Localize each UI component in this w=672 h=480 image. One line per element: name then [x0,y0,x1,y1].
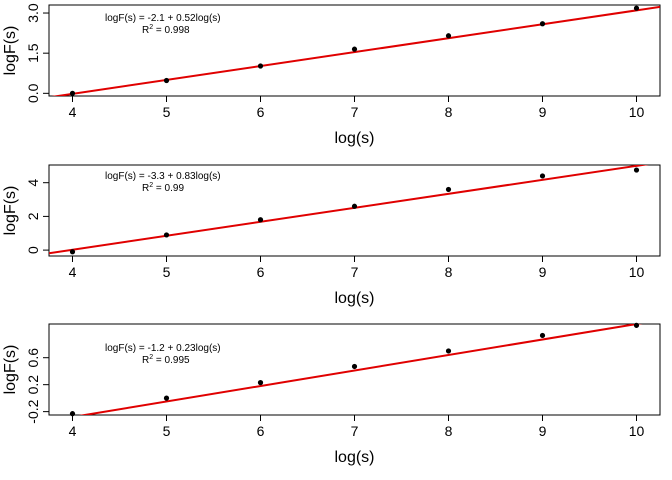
data-point [257,380,264,386]
x-tick-label: 7 [351,264,359,280]
x-tick-label: 7 [351,104,359,120]
chart-panel-1: 4 5 6 7 8 9 10 0.0 1.5 3.0 log(s) logF(s) logF(s) = … [2,3,661,147]
data-point [69,411,76,417]
data-point [163,232,170,238]
chart-panel-3: 4 5 6 7 8 9 10 -0.2 0.2 0.6 log(s) logF(s) logF(s) =… [2,322,661,466]
x-tick-label: 7 [351,423,359,439]
data-point [351,203,358,209]
x-tick-label: 8 [445,423,453,439]
r-squared-superscript: 2 [149,24,153,31]
data-point [633,167,640,173]
x-tick-label: 4 [69,423,77,439]
x-tick-label: 6 [257,264,265,280]
fit-equation: logF(s) = -1.2 + 0.23log(s) [105,343,221,354]
y-tick-label: 2 [25,212,41,220]
x-tick-label: 8 [445,264,453,280]
x-tick-label: 10 [629,264,645,280]
data-point [257,63,264,69]
r-squared-symbol: R [142,183,149,194]
x-tick-label: 5 [163,264,171,280]
y-axis-title: logF(s) [2,26,19,76]
x-axis-title: log(s) [334,449,374,466]
data-point [539,173,546,179]
data-point [351,46,358,52]
chart-panel-2: 4 5 6 7 8 9 10 0 2 4 log(s) logF(s) logF(s) = -3.3 +… [2,164,661,307]
fit-line [78,324,643,415]
r-squared-label: R2 = 0.995 [142,354,190,366]
y-axis-title: logF(s) [2,186,19,236]
x-tick-label: 6 [257,104,265,120]
x-tick-label: 4 [69,264,77,280]
fit-line [51,5,660,96]
y-tick-label: 0 [25,246,41,254]
x-tick-label: 9 [539,264,547,280]
r-squared-label: R2 = 0.99 [142,182,184,194]
x-tick-label: 9 [539,104,547,120]
x-axis-title: log(s) [334,130,374,147]
y-axis-title: logF(s) [2,345,19,395]
data-point [445,186,452,193]
data-point [445,33,452,39]
x-tick-label: 5 [163,104,171,120]
fit-equation: logF(s) = -3.3 + 0.83log(s) [105,171,221,182]
data-point [69,90,76,96]
y-tick-label: 0.6 [25,348,41,368]
y-tick-label: 0.0 [25,83,41,103]
x-tick-label: 10 [629,423,645,439]
r-squared-superscript: 2 [149,354,153,361]
x-tick-label: 8 [445,104,453,120]
data-point [163,77,170,84]
y-tick-label: 4 [25,179,41,187]
x-tick-label: 5 [163,423,171,439]
x-tick-label: 9 [539,423,547,439]
r-squared-symbol: R [142,25,149,36]
y-tick-label: 3.0 [25,3,41,23]
r-squared-value: = 0.995 [153,355,190,366]
data-point [69,249,76,255]
x-tick-label: 6 [257,423,265,439]
fit-equation: logF(s) = -2.1 + 0.52log(s) [105,13,221,24]
y-tick-label: 1.5 [25,43,41,63]
r-squared-symbol: R [142,355,149,366]
r-squared-value: = 0.998 [153,25,190,36]
data-point [633,5,640,11]
x-tick-label: 4 [69,104,77,120]
r-squared-superscript: 2 [149,182,153,189]
r-squared-label: R2 = 0.998 [142,24,190,36]
y-tick-label: -0.2 [25,399,41,423]
x-axis-title: log(s) [334,290,374,307]
data-point [539,21,546,27]
y-tick-label: 0.2 [25,375,41,395]
data-point [445,348,452,354]
data-point [539,332,546,339]
data-point [257,217,264,223]
r-squared-value: = 0.99 [153,183,184,194]
x-tick-label: 10 [629,104,645,120]
data-point [163,395,170,401]
data-point [633,322,640,328]
data-point [351,363,358,370]
